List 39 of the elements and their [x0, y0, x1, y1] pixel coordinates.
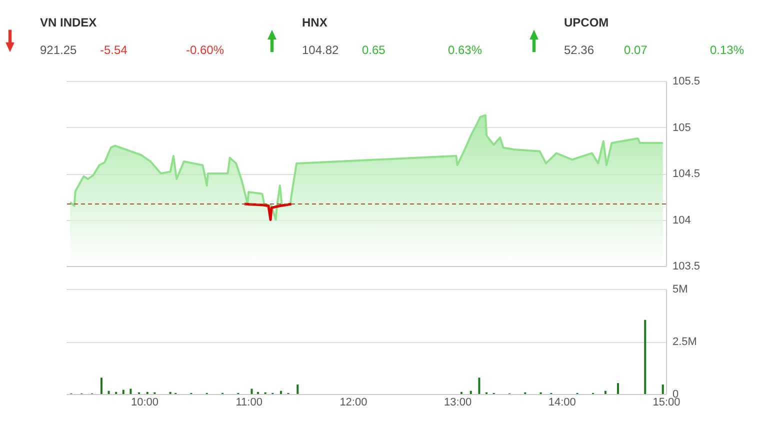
data-label: 0.65 [362, 43, 386, 58]
line-series [243, 202, 293, 221]
y-tick-label: 104 [672, 214, 691, 226]
bar [604, 390, 606, 394]
bar [296, 384, 299, 394]
x-tick-label: 15:00 [652, 396, 680, 408]
bar [130, 388, 132, 394]
category-label: VN INDEX [40, 15, 97, 30]
bar [470, 390, 472, 394]
y-tick-label: 105.5 [672, 76, 700, 88]
x-tick-label: 10:00 [130, 396, 159, 408]
text: 104.82 [302, 43, 340, 58]
category-label: UPCOM [564, 15, 609, 30]
bar [280, 390, 282, 394]
bar [100, 378, 102, 394]
text: 0.13% [710, 43, 744, 58]
data-label: -5.54 [100, 43, 128, 58]
bar [644, 320, 646, 394]
text: 921.25 [40, 43, 78, 58]
data-label: 0.07 [624, 43, 648, 58]
bar [478, 378, 480, 394]
bar [662, 384, 664, 394]
x-tick-label: 14:00 [548, 396, 576, 408]
bar [250, 388, 253, 394]
text: 52.36 [564, 43, 594, 58]
category-label: HNX [302, 15, 328, 30]
y-tick-label: 103.5 [672, 260, 700, 272]
x-tick-label: 11:00 [236, 396, 262, 408]
y-tick-label: 5M [672, 284, 688, 296]
x-tick-label: 13:00 [444, 396, 472, 408]
x-tick-label: 12:00 [340, 396, 368, 408]
text: -0.60% [186, 43, 224, 58]
y-tick-label: 2.5M [672, 336, 697, 348]
y-tick-label: 104.5 [672, 168, 700, 180]
y-tick-label: 105 [672, 122, 691, 134]
bar [108, 390, 110, 394]
bar [122, 390, 124, 394]
text: 0.63% [448, 43, 482, 58]
bar [617, 383, 619, 394]
